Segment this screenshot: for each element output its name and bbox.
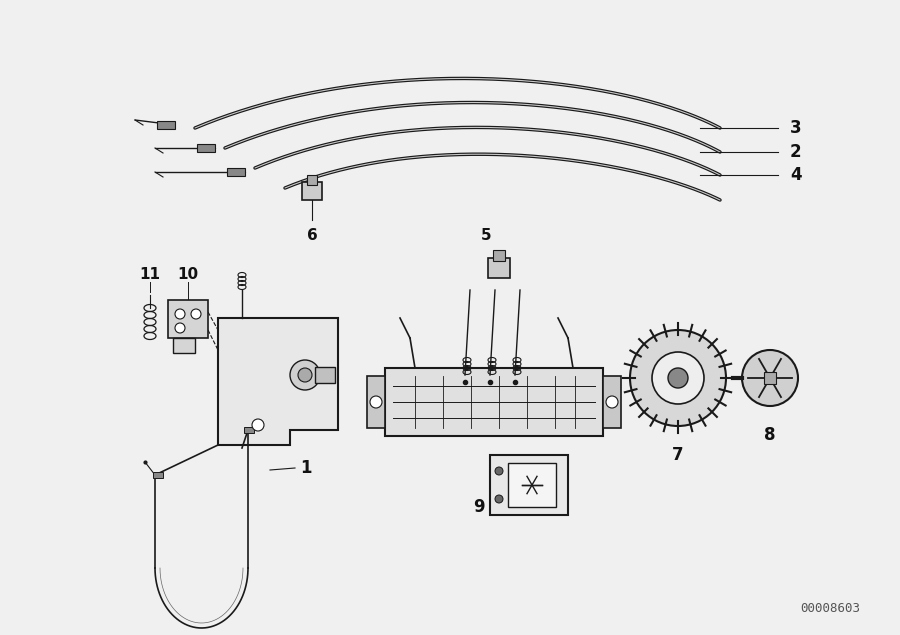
Bar: [197, 144, 215, 152]
Circle shape: [191, 309, 201, 319]
Bar: [490, 455, 568, 515]
Circle shape: [252, 419, 264, 431]
Circle shape: [668, 368, 688, 388]
Text: 5: 5: [481, 228, 491, 243]
Circle shape: [652, 352, 704, 404]
Bar: [302, 182, 322, 200]
Bar: [227, 168, 245, 176]
Circle shape: [175, 309, 185, 319]
Bar: [493, 250, 505, 261]
Circle shape: [175, 323, 185, 333]
Bar: [488, 258, 510, 278]
Circle shape: [495, 467, 503, 475]
Text: 6: 6: [307, 228, 318, 243]
Text: 4: 4: [790, 166, 802, 184]
Text: 9: 9: [473, 498, 485, 516]
Circle shape: [630, 330, 726, 426]
Text: 1: 1: [300, 459, 311, 477]
Bar: [153, 472, 163, 478]
Bar: [508, 463, 556, 507]
Bar: [173, 338, 195, 353]
Circle shape: [742, 350, 798, 406]
Text: 2: 2: [790, 143, 802, 161]
Circle shape: [370, 396, 382, 408]
Text: 8: 8: [764, 426, 776, 444]
Bar: [157, 121, 175, 129]
Bar: [764, 372, 776, 384]
Circle shape: [290, 360, 320, 390]
Polygon shape: [218, 318, 338, 445]
Circle shape: [606, 396, 618, 408]
Bar: [168, 300, 208, 338]
Bar: [307, 175, 317, 185]
Bar: [367, 376, 385, 428]
Bar: [244, 427, 254, 433]
Circle shape: [495, 495, 503, 503]
Bar: [385, 368, 603, 436]
Text: 7: 7: [672, 446, 684, 464]
Text: 3: 3: [790, 119, 802, 137]
Text: 00008603: 00008603: [800, 602, 860, 615]
Bar: [603, 376, 621, 428]
Circle shape: [298, 368, 312, 382]
Text: 11: 11: [140, 267, 160, 282]
Bar: [315, 367, 335, 383]
Text: 10: 10: [177, 267, 199, 282]
